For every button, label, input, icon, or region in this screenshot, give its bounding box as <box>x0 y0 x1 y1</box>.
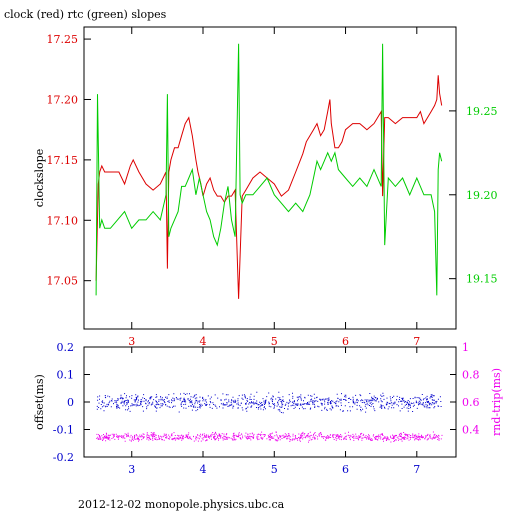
top-y2-tick-label: 19.20 <box>466 189 498 202</box>
top-y-tick-label: 17.20 <box>47 93 79 106</box>
top-plot-frame <box>83 26 457 330</box>
series-line-rtc <box>95 43 443 296</box>
bottom-plot-frame <box>83 346 457 458</box>
top-y-tick-label: 17.05 <box>47 275 79 288</box>
top-x-tick-label: 3 <box>128 335 135 348</box>
top-y-axis-label: clockslope <box>33 149 46 207</box>
footer-text: 2012-12-02 monopole.physics.ubc.ca <box>78 498 285 511</box>
top-y2-tick-label: 19.25 <box>466 105 498 118</box>
bottom-x-tick-label: 7 <box>413 463 420 476</box>
top-plot-marks: 3 4 5 6 7 17.05 17.10 17.15 17.20 17.25 19.15 19.20… <box>47 27 498 348</box>
top-x-tick-label: 5 <box>271 335 278 348</box>
top-y2-tick-label: 19.15 <box>466 273 498 286</box>
bottom-x-tick-label: 3 <box>128 463 135 476</box>
series-points-offset <box>96 391 442 414</box>
bottom-y2-tick-label: 1 <box>462 341 469 354</box>
series-line-clock <box>95 75 443 299</box>
top-x-tick-label: 6 <box>342 335 349 348</box>
series-points-rnd-trip <box>96 431 443 443</box>
bottom-x-tick-label: 6 <box>342 463 349 476</box>
bottom-y2-tick-label: 0.4 <box>462 424 480 437</box>
bottom-y-tick-label: -0.1 <box>53 424 74 437</box>
bottom-x-tick-label: 4 <box>200 463 207 476</box>
bottom-plot-marks: 3 4 5 6 7 -0.2 -0.1 0 0.1 0.2 0.4 0.6 0.8 1 <box>53 341 480 476</box>
bottom-y-tick-label: 0 <box>67 396 74 409</box>
bottom-y2-tick-label: 0.6 <box>462 396 480 409</box>
bottom-y-tick-label: 0.1 <box>57 369 75 382</box>
bottom-y2-axis-label: rnd-trip(ms) <box>490 368 503 436</box>
bottom-x-tick-label: 5 <box>271 463 278 476</box>
bottom-y-tick-label: -0.2 <box>53 451 74 464</box>
top-y-tick-label: 17.25 <box>47 33 79 46</box>
top-chart-title: clock (red) rtc (green) slopes <box>4 8 167 21</box>
top-y-tick-label: 17.15 <box>47 154 79 167</box>
top-y-tick-label: 17.10 <box>47 214 79 227</box>
bottom-y-tick-label: 0.2 <box>57 341 75 354</box>
top-x-tick-label: 7 <box>413 335 420 348</box>
bottom-y2-tick-label: 0.8 <box>462 369 480 382</box>
top-x-tick-label: 4 <box>200 335 207 348</box>
bottom-y-axis-label: offset(ms) <box>33 374 46 430</box>
